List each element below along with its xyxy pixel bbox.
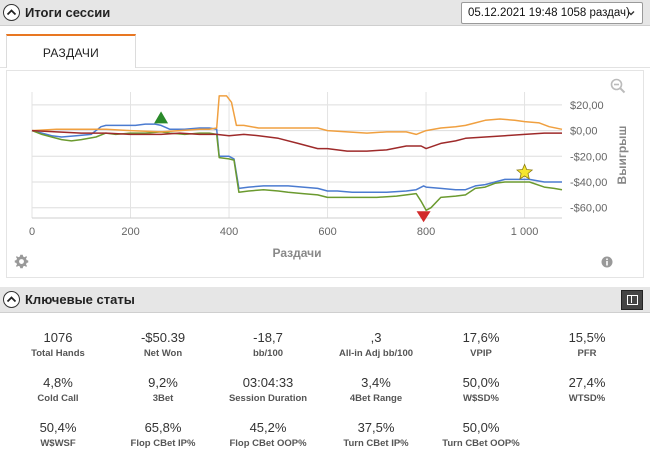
chevron-up-icon — [6, 9, 17, 16]
stat-value: 50,4% — [39, 420, 77, 435]
stat-label: bb/100 — [252, 348, 284, 359]
x-tick-label: 400 — [220, 226, 238, 238]
stat-value: 37,5% — [357, 420, 395, 435]
stat-value: 03:04:33 — [242, 375, 294, 390]
stat-value: 65,8% — [144, 420, 182, 435]
stat-label: Flop CBet IP% — [130, 438, 196, 449]
stat-item: -18,7 bb/100 — [218, 330, 318, 359]
stat-item: 17,6% VPIP — [431, 330, 531, 359]
session-summary-header: Итоги сессии 05.12.2021 19:48 1058 разда… — [0, 0, 650, 26]
stat-item: ,3 All-in Adj bb/100 — [326, 330, 426, 359]
stat-label: Flop CBet OOP% — [229, 438, 307, 449]
stat-item: 4,8% Cold Call — [8, 375, 108, 404]
collapse-session-summary-button[interactable] — [3, 4, 20, 21]
stat-label: 4Bet Range — [349, 393, 403, 404]
collapse-key-stats-button[interactable] — [3, 291, 20, 308]
stat-label: 3Bet — [152, 393, 174, 404]
min-marker — [416, 211, 431, 223]
tab-bar: РАЗДАЧИ — [0, 30, 650, 68]
series-line — [31, 129, 562, 152]
y-tick-label: -$20,00 — [570, 151, 607, 163]
stat-label: WTSD% — [568, 393, 606, 404]
series-line — [31, 123, 562, 194]
layout-toggle-button[interactable] — [621, 290, 643, 310]
winnings-chart: $20,00 $0,00 -$20,00 -$40,00 -$60,00 0 200 400 6… — [29, 92, 629, 260]
y-tick-label: -$60,00 — [570, 203, 607, 215]
stat-label: Session Duration — [228, 393, 308, 404]
stat-value: 1076 — [43, 330, 73, 345]
stat-item: 50,0% Turn CBet OOP% — [431, 420, 531, 449]
stat-item: 15,5% PFR — [537, 330, 637, 359]
stat-item: 3,4% 4Bet Range — [326, 375, 426, 404]
x-tick-label: 800 — [417, 226, 435, 238]
star-marker — [516, 163, 534, 180]
y-tick-label: $20,00 — [570, 100, 604, 112]
winnings-chart-panel: $20,00 $0,00 -$20,00 -$40,00 -$60,00 0 200 400 6… — [6, 70, 644, 278]
stat-value: 15,5% — [568, 330, 606, 345]
stat-value: ,3 — [370, 330, 382, 345]
stat-item: 27,4% WTSD% — [537, 375, 637, 404]
stat-label: W$SD% — [463, 393, 499, 404]
stat-label: All-in Adj bb/100 — [338, 348, 414, 359]
y-tick-label: -$40,00 — [570, 177, 607, 189]
stat-value: 27,4% — [568, 375, 606, 390]
stat-value: 4,8% — [43, 375, 73, 390]
stat-item: 9,2% 3Bet — [113, 375, 213, 404]
info-icon[interactable] — [601, 256, 613, 268]
x-tick-label: 200 — [121, 226, 139, 238]
stat-value: 9,2% — [148, 375, 178, 390]
stat-item: -$50.39 Net Won — [113, 330, 213, 359]
key-stats-grid: 1076 Total Hands -$50.39 Net Won -18,7 bb/100… — [0, 316, 650, 459]
chevron-down-icon — [627, 11, 635, 16]
y-axis-title: Выигрыш — [615, 126, 629, 185]
stat-label: PFR — [577, 348, 597, 359]
tab-hands[interactable]: РАЗДАЧИ — [6, 34, 136, 68]
max-marker — [154, 111, 169, 124]
y-tick-label: $0,00 — [570, 126, 598, 138]
session-select-value: 05.12.2021 19:48 1058 раздач) — [468, 7, 630, 19]
stat-label: W$WSF — [40, 438, 76, 449]
stat-label: Total Hands — [31, 348, 85, 359]
stat-value: 50,0% — [462, 375, 500, 390]
stat-item: 50,4% W$WSF — [8, 420, 108, 449]
series-line — [31, 129, 563, 212]
stat-value: -18,7 — [253, 330, 283, 345]
stat-value: 3,4% — [361, 375, 391, 390]
chevron-up-icon — [6, 296, 17, 303]
key-stats-title: Ключевые статы — [25, 292, 135, 307]
series-line — [31, 95, 563, 136]
stat-value: -$50.39 — [140, 330, 186, 345]
x-tick-label: 600 — [318, 226, 336, 238]
stat-value: 17,6% — [462, 330, 500, 345]
session-summary-title: Итоги сессии — [25, 5, 111, 20]
columns-icon — [627, 295, 638, 305]
stat-item: 1076 Total Hands — [8, 330, 108, 359]
stat-item: 45,2% Flop CBet OOP% — [218, 420, 318, 449]
stat-item: 50,0% W$SD% — [431, 375, 531, 404]
stat-label: Turn CBet OOP% — [442, 438, 520, 449]
session-select[interactable]: 05.12.2021 19:48 1058 раздач) — [461, 2, 643, 24]
x-axis-title: Раздачи — [273, 246, 322, 260]
stat-label: Net Won — [143, 348, 183, 359]
key-stats-header: Ключевые статы — [0, 287, 650, 313]
x-tick-label: 1 000 — [511, 226, 539, 238]
stat-item: 65,8% Flop CBet IP% — [113, 420, 213, 449]
stat-value: 50,0% — [462, 420, 500, 435]
gear-icon[interactable] — [14, 254, 29, 269]
stat-value: 45,2% — [249, 420, 287, 435]
stat-label: Turn CBet IP% — [343, 438, 409, 449]
stat-item: 37,5% Turn CBet IP% — [326, 420, 426, 449]
stat-label: VPIP — [470, 348, 492, 359]
zoom-out-icon[interactable] — [610, 78, 626, 94]
x-tick-label: 0 — [29, 226, 35, 238]
stat-label: Cold Call — [37, 393, 79, 404]
stat-item: 03:04:33 Session Duration — [218, 375, 318, 404]
